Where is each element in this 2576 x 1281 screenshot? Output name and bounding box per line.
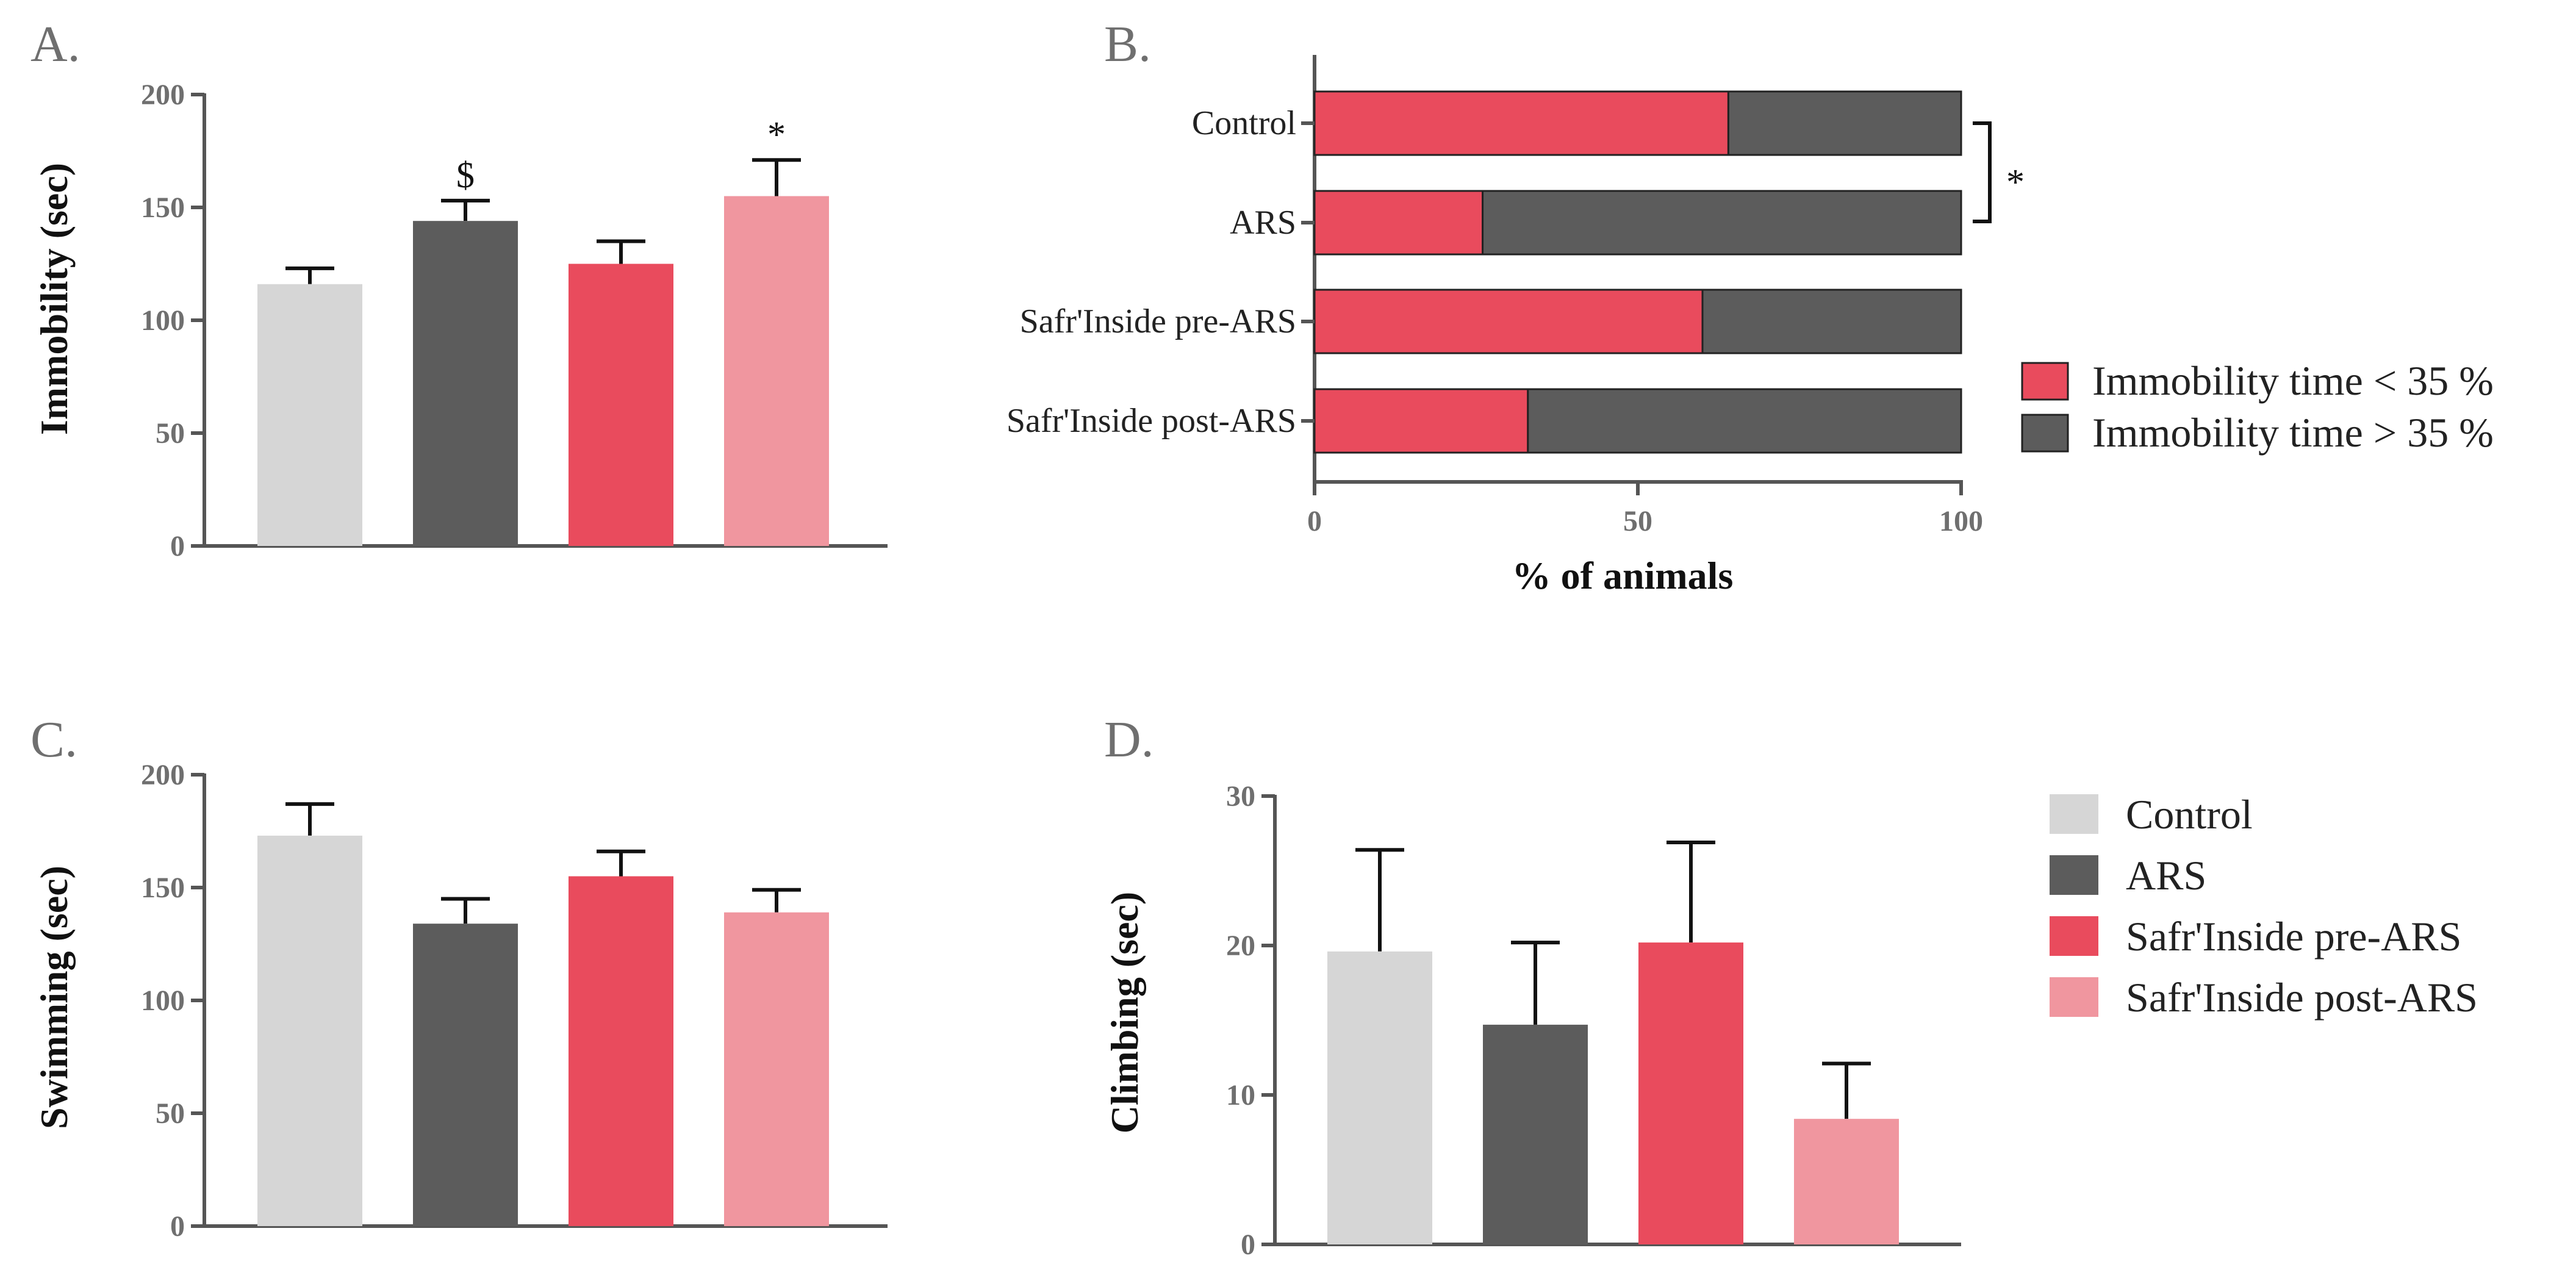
panel-c: C. Swimming (sec) 0 50 100 150 200 [30, 711, 888, 1243]
panel-b-significance-star: * [2006, 162, 2025, 203]
legend-swatch-post-ars [2050, 977, 2098, 1017]
panel-c-bar-pre-ars [569, 876, 673, 1226]
panel-b-bar-post-ars-above-35 [1527, 388, 1962, 454]
panel-c-bar-post-ars [724, 912, 829, 1226]
panel-c-y-tick-label: 150 [141, 872, 185, 904]
panel-a-y-tick-label: 200 [141, 79, 185, 111]
legend-swatch-control [2050, 794, 2098, 834]
panel-b-bar-pre-ars-below-35 [1313, 289, 1704, 354]
panel-b-category-label-control: Control [1192, 104, 1296, 142]
panel-d-y-tick-label: 30 [1226, 780, 1255, 813]
panel-c-y-tick-label: 50 [156, 1097, 185, 1130]
panel-c-y-tick-label: 100 [141, 985, 185, 1017]
panel-d-bar-control [1327, 951, 1432, 1244]
panel-b-plot: 0 50 100 Control ARS Safr'Inside pre-ARS Safr'… [1006, 55, 2025, 537]
panel-c-y-tick-label: 0 [170, 1210, 185, 1243]
panel-b-x-axis-title: % of animals [1512, 554, 1734, 597]
panel-c-bar-control [257, 835, 362, 1226]
panel-a-annotation-post-ars: * [767, 114, 786, 154]
legend-label-control: Control [2126, 791, 2253, 838]
panel-b-bar-ars-above-35 [1482, 190, 1962, 256]
panel-c-y-axis-title: Swimming (sec) [32, 866, 76, 1129]
panel-a-annotation-ars: $ [456, 155, 475, 195]
legend-label-above-35: Immobility time > 35 % [2092, 409, 2494, 456]
panel-b-category-label-ars: ARS [1230, 204, 1296, 242]
panel-a-y-tick-label: 50 [156, 417, 185, 450]
panel-c-plot: 0 50 100 150 200 [141, 759, 888, 1243]
panel-a-bar-control [257, 284, 362, 546]
panel-d-bar-post-ars [1794, 1119, 1899, 1244]
panel-b-letter: B. [1104, 16, 1151, 73]
legend-label-post-ars: Safr'Inside post-ARS [2126, 974, 2478, 1021]
panel-b-significance-bracket [1973, 121, 1992, 223]
legend-swatch-ars [2050, 855, 2098, 895]
panel-a-letter: A. [30, 16, 81, 73]
panel-d-y-tick-label: 0 [1241, 1229, 1255, 1261]
panel-a: A. Immobility (sec) 0 50 100 150 200 $ * [30, 16, 888, 562]
panel-d-letter: D. [1104, 711, 1154, 768]
panel-b-bar-post-ars-below-35 [1313, 388, 1529, 454]
panel-b-x-tick-label: 0 [1307, 505, 1322, 537]
panel-a-bar-pre-ars [569, 264, 673, 546]
panel-b: B. % of animals 0 50 100 Control ARS Safr'Ins… [1006, 16, 2494, 597]
panel-d-y-tick-label: 10 [1226, 1079, 1255, 1111]
panel-b-category-label-pre-ars: Safr'Inside pre-ARS [1020, 303, 1296, 340]
panel-d-bar-ars [1483, 1024, 1588, 1244]
panel-d-bar-pre-ars [1638, 942, 1743, 1244]
panel-a-y-tick-label: 100 [141, 304, 185, 337]
panel-b-bar-control-above-35 [1727, 90, 1962, 156]
panel-c-letter: C. [30, 711, 77, 768]
panel-a-bar-post-ars [724, 196, 829, 546]
legend-label-ars: ARS [2126, 852, 2206, 899]
panel-a-bar-ars [413, 221, 518, 546]
panel-a-y-axis-title: Immobility (sec) [32, 163, 76, 435]
panel-b-x-tick-label: 100 [1939, 505, 1983, 537]
panel-c-bar-ars [413, 924, 518, 1226]
panel-a-y-tick-label: 150 [141, 192, 185, 224]
panel-b-legend: Immobility time < 35 % Immobility time >… [2021, 357, 2494, 456]
panel-d-y-axis-title: Climbing (sec) [1103, 892, 1146, 1133]
panel-d-plot: 0 10 20 30 [1226, 780, 1961, 1261]
panel-a-y-tick-label: 0 [170, 530, 185, 562]
panel-b-bar-ars-below-35 [1313, 190, 1484, 256]
panel-b-category-label-post-ars: Safr'Inside post-ARS [1006, 402, 1296, 440]
panel-a-plot: 0 50 100 150 200 $ * [141, 79, 888, 562]
legend-swatch-below-35 [2021, 362, 2069, 401]
legend-swatch-above-35 [2021, 414, 2069, 453]
panel-c-y-tick-label: 200 [141, 759, 185, 791]
legend-label-below-35: Immobility time < 35 % [2092, 357, 2494, 404]
panel-d-y-tick-label: 20 [1226, 930, 1255, 962]
legend-swatch-pre-ars [2050, 916, 2098, 956]
group-legend: Control ARS Safr'Inside pre-ARS Safr'Ins… [2050, 791, 2478, 1021]
legend-label-pre-ars: Safr'Inside pre-ARS [2126, 913, 2461, 960]
panel-b-bar-pre-ars-above-35 [1701, 289, 1962, 354]
panel-d: D. Climbing (sec) 0 10 20 30 [1103, 711, 1961, 1261]
panel-b-bar-control-below-35 [1313, 90, 1729, 156]
panel-b-x-tick-label: 50 [1623, 505, 1652, 537]
